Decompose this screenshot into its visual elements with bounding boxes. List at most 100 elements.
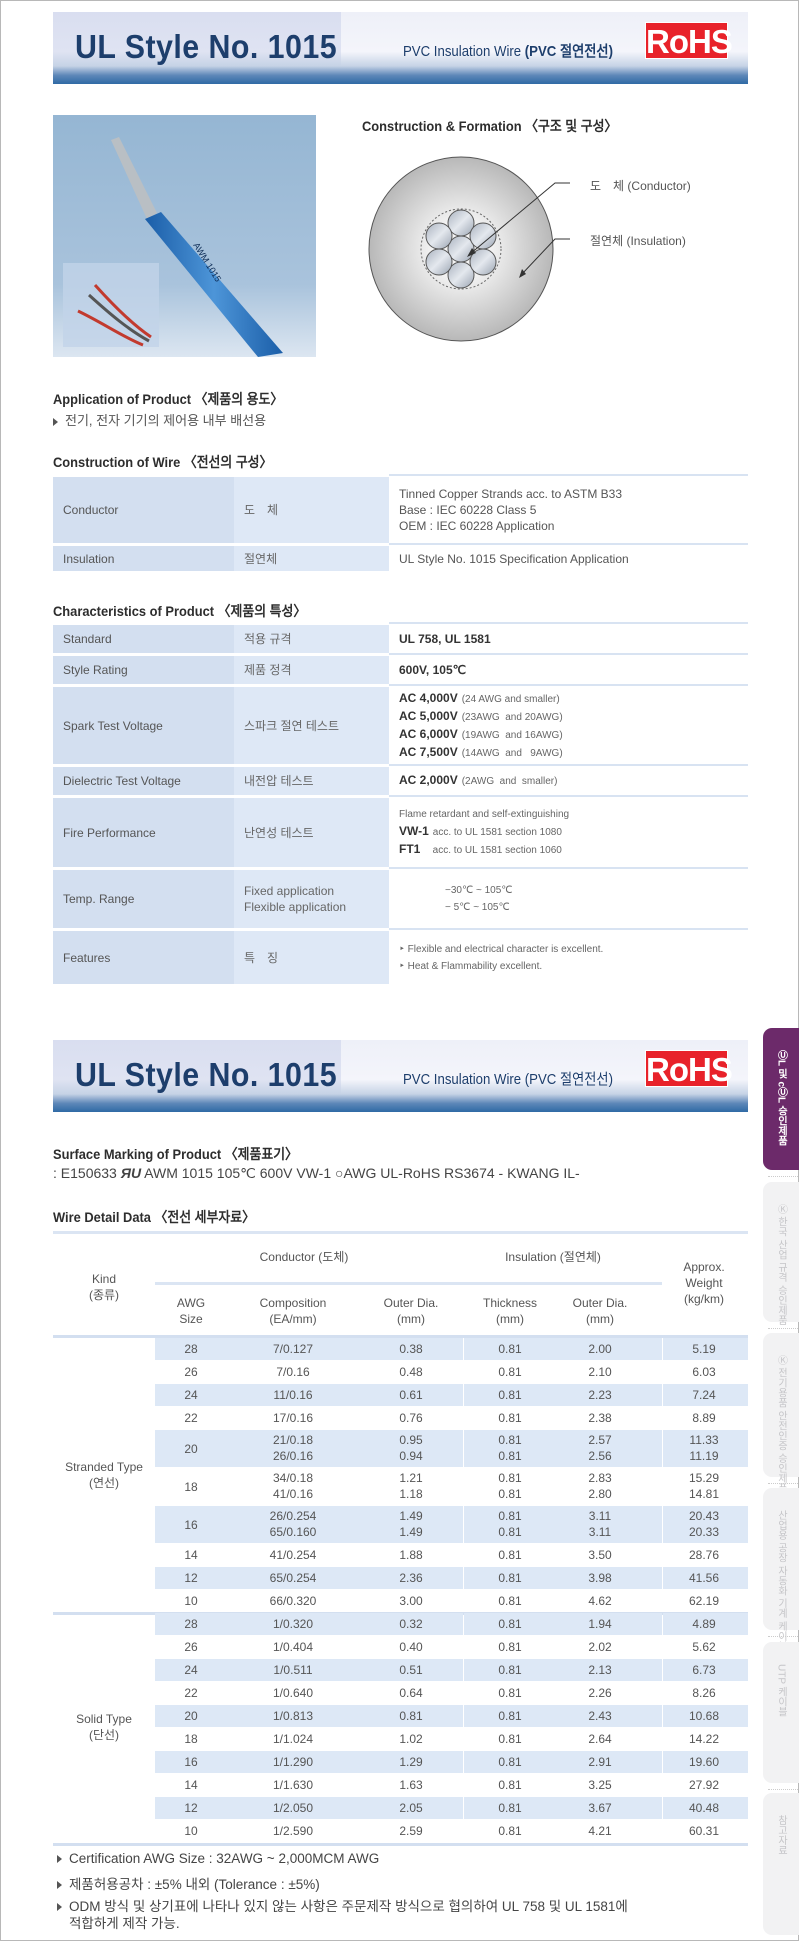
ul-logo-icon: ЯU	[120, 1165, 142, 1181]
cell-awg: 16	[184, 1755, 198, 1769]
note-item: 적합하게 제작 가능.	[69, 1912, 180, 1932]
value-small: −30℃ ~ 105℃	[445, 885, 513, 896]
row-shade	[663, 1797, 748, 1819]
cell-ins-outer-dia: 3.98	[588, 1571, 612, 1585]
cell-weight: 11.33	[689, 1433, 719, 1447]
spec-label-en: Insulation	[53, 546, 234, 571]
spec-value: UL 758, UL 1581	[389, 625, 748, 653]
side-tab[interactable]: 참고자료	[763, 1793, 799, 1935]
cell-composition: 1/0.511	[273, 1663, 313, 1677]
spec-value-line: 600V, 105℃	[399, 662, 748, 679]
cell-ins-outer-dia: 2.64	[588, 1732, 612, 1746]
page-title: UL Style No. 1015	[75, 28, 338, 65]
cell-awg: 16	[184, 1517, 198, 1532]
spec-label-ko-line: Flexible application	[244, 900, 347, 914]
cell-ins-outer-dia: 4.62	[588, 1594, 612, 1608]
spec-value-line: AC 4,000V (24 AWG and smaller)	[399, 690, 748, 708]
value-text: OEM : IEC 60228 Application	[399, 519, 555, 533]
value-bold: AC 5,000V	[399, 708, 458, 723]
side-tab[interactable]: ⓊL 및 cⓊL 승인제품	[763, 1028, 799, 1170]
characteristics-heading: Characteristics of Product 〈제품의 특성〉	[53, 603, 307, 619]
row-shade	[155, 1751, 463, 1773]
side-tab-label: 산업용 공장 자동화 기계 케이블	[775, 1510, 787, 1652]
spec-value: AC 4,000V (24 AWG and smaller) AC 5,000V (2…	[389, 687, 748, 764]
row-shade	[663, 1751, 748, 1773]
cell-thickness: 0.81	[498, 1824, 522, 1838]
spec-label-ko: 적용 규격	[234, 625, 389, 653]
spec-value-line: ‣ Heat & Flammability excellent.	[399, 958, 748, 975]
cell-ins-outer-dia: 2.13	[588, 1663, 612, 1677]
cell-outer-dia: 0.51	[399, 1663, 423, 1677]
cell-weight: 40.48	[688, 1801, 720, 1815]
note-item: ODM 방식 및 상기표에 나타나 있지 않는 사항은 주문제작 방식으로 협의…	[57, 1895, 628, 1915]
spec-value-line: AC 6,000V (19AWG and 16AWG)	[399, 726, 748, 744]
cell-awg: 10	[184, 1594, 198, 1608]
spec-row: Style Rating 제품 정격 600V, 105℃	[53, 653, 748, 684]
bullet-icon	[57, 1903, 62, 1912]
characteristics-table: Standard 적용 규격 UL 758, UL 1581 Style Rating…	[53, 622, 748, 984]
cell-ins-outer-dia: 2.57	[588, 1433, 612, 1447]
spec-value-line: Base : IEC 60228 Class 5	[399, 502, 748, 518]
marking-text: AWM 1015 105℃ 600V VW-1 ○AWG UL-RoHS RS3…	[141, 1165, 580, 1181]
header-weight: Weight	[685, 1276, 723, 1290]
spec-label-en: Standard	[53, 625, 234, 653]
side-tab[interactable]: Ⓚ 한국 산업 규격 승인제품	[763, 1182, 799, 1325]
row-shade	[155, 1338, 463, 1360]
cell-awg: 24	[184, 1388, 198, 1402]
cell-outer-dia: 2.05	[399, 1801, 423, 1815]
header-weight: Approx.	[683, 1260, 725, 1274]
cell-thickness: 0.81	[498, 1663, 522, 1677]
cell-awg: 18	[184, 1479, 198, 1494]
cell-ins-outer-dia: 2.43	[588, 1709, 612, 1723]
spec-value: ‣ Flexible and electrical character is e…	[389, 931, 748, 984]
application-text-value: 전기, 전자 기기의 제어용 내부 배선용	[65, 413, 267, 428]
spec-label-en: Dielectric Test Voltage	[53, 767, 234, 795]
header-outer-dia: Outer Dia.	[383, 1296, 439, 1310]
side-tab[interactable]: 산업용 공장 자동화 기계 케이블	[763, 1488, 799, 1651]
table-top-rule	[53, 1231, 748, 1234]
spec-label-ko-line: 절연체	[244, 551, 278, 566]
cell-weight: 41.56	[688, 1571, 720, 1585]
row-shade	[464, 1506, 662, 1543]
spec-label-ko: 제품 정격	[234, 656, 389, 684]
cell-outer-dia: 1.29	[399, 1755, 423, 1769]
spec-label-ko: 절연체	[234, 546, 389, 571]
cell-outer-dia: 0.48	[399, 1365, 423, 1379]
cell-outer-dia: 0.61	[399, 1388, 423, 1402]
cell-awg: 28	[184, 1342, 198, 1356]
cell-ins-outer-dia: 2.38	[588, 1411, 612, 1425]
cell-outer-dia: 1.18	[399, 1487, 423, 1501]
surface-marking-heading: Surface Marking of Product 〈제품표기〉	[53, 1146, 298, 1162]
cell-weight: 11.19	[689, 1449, 719, 1463]
side-tab[interactable]: Ⓚ 전기용품 안전인증 승인제품 및 일반제품	[763, 1333, 799, 1549]
row-shade	[663, 1430, 748, 1467]
cell-ins-outer-dia: 2.83	[588, 1471, 612, 1485]
cell-weight: 20.43	[688, 1509, 720, 1523]
cell-thickness: 0.81	[498, 1449, 522, 1463]
header-weight: (kg/km)	[684, 1292, 724, 1306]
cell-awg: 22	[184, 1411, 198, 1425]
spec-value-line: FT1 acc. to UL 1581 section 1060	[399, 841, 748, 859]
table-bottom-rule	[53, 1843, 748, 1846]
row-shade	[155, 1506, 463, 1543]
cell-thickness: 0.81	[498, 1548, 522, 1562]
row-shade	[155, 1613, 463, 1635]
cell-thickness: 0.81	[498, 1686, 522, 1700]
cell-thickness: 0.81	[498, 1640, 522, 1654]
spec-label-ko: 특 징	[234, 931, 389, 984]
cell-awg: 18	[184, 1732, 198, 1746]
spec-value: 600V, 105℃	[389, 656, 748, 684]
cell-thickness: 0.81	[498, 1571, 522, 1585]
value-text: Tinned Copper Strands acc. to ASTM B33	[399, 487, 623, 501]
cell-outer-dia: 0.32	[399, 1617, 423, 1631]
spec-value-line: − 5℃ ~ 105℃	[399, 899, 748, 916]
row-shade	[663, 1705, 748, 1727]
side-tab[interactable]: UTP 케이블	[763, 1642, 799, 1783]
row-shade	[464, 1797, 662, 1819]
cell-outer-dia: 0.40	[399, 1640, 423, 1654]
cell-ins-outer-dia: 3.67	[588, 1801, 612, 1815]
cell-awg: 14	[184, 1548, 198, 1562]
cell-outer-dia: 0.81	[399, 1709, 423, 1723]
spec-label-en: Spark Test Voltage	[53, 687, 234, 764]
header-awg: AWG	[176, 1296, 206, 1310]
